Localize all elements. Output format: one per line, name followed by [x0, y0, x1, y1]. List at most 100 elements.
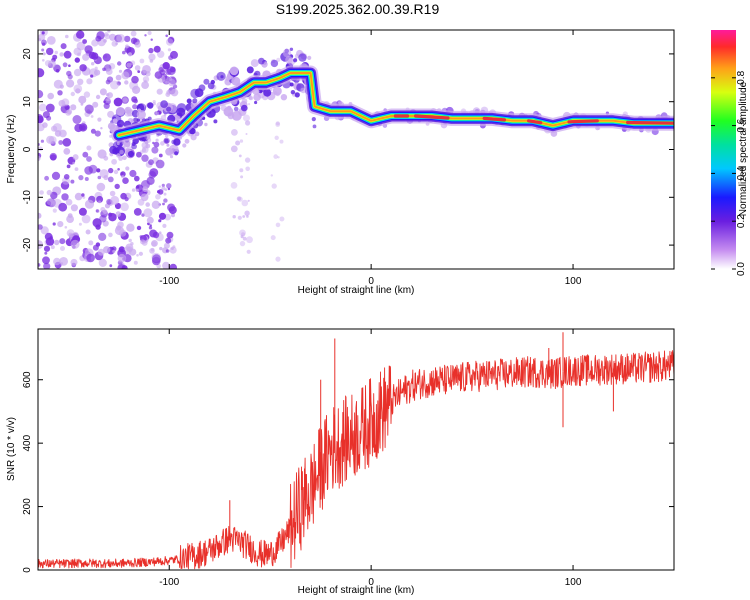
- noise-blob: [70, 179, 75, 184]
- noise-blob: [152, 254, 161, 264]
- ridge-halo-blob: [115, 107, 125, 116]
- noise-blob: [110, 80, 119, 90]
- noise-blob: [148, 47, 154, 54]
- noise-blob: [158, 212, 167, 220]
- noise-blob: [61, 193, 69, 201]
- noise-blob: [275, 256, 281, 262]
- noise-blob: [279, 216, 285, 222]
- noise-blob: [106, 96, 111, 102]
- ridge-halo-blob: [164, 138, 169, 143]
- noise-blob: [276, 57, 281, 62]
- noise-blob: [38, 146, 43, 152]
- noise-blob: [88, 240, 94, 246]
- noise-blob: [130, 60, 136, 66]
- noise-blob: [116, 34, 125, 43]
- noise-blob: [245, 120, 251, 126]
- ridge-halo-blob: [141, 118, 146, 122]
- noise-blob: [97, 117, 102, 122]
- noise-blob: [94, 69, 101, 76]
- spectrogram-x-axis-label: Height of straight line (km): [298, 285, 415, 296]
- noise-blob: [235, 140, 241, 146]
- noise-blob: [95, 209, 99, 213]
- noise-blob: [171, 247, 174, 251]
- noise-blob: [97, 149, 107, 159]
- noise-blob: [84, 104, 94, 114]
- noise-blob: [38, 103, 47, 112]
- noise-blob: [46, 115, 52, 121]
- noise-blob: [117, 61, 122, 66]
- noise-blob: [95, 94, 101, 100]
- spectrogram-y-axis-label: Frequency (Hz): [6, 115, 17, 184]
- noise-blob: [148, 53, 156, 61]
- noise-blob: [136, 225, 142, 231]
- noise-blob: [275, 121, 280, 126]
- colorbar-tick-label: 0.4: [736, 166, 747, 180]
- noise-blob: [90, 74, 94, 78]
- noise-blob: [142, 76, 150, 83]
- noise-blob: [166, 183, 172, 189]
- noise-blob: [150, 38, 153, 41]
- noise-blob: [149, 224, 152, 227]
- noise-blob: [70, 91, 76, 97]
- noise-blob: [63, 148, 71, 155]
- noise-blob: [248, 103, 251, 106]
- noise-blob: [142, 65, 151, 74]
- ridge-halo-blob: [294, 92, 300, 98]
- ridge-halo-blob: [147, 116, 152, 121]
- noise-blob: [168, 55, 174, 61]
- noise-blob: [52, 222, 56, 226]
- ridge-halo-blob: [160, 100, 169, 108]
- noise-blob: [50, 191, 58, 200]
- noise-blob: [136, 151, 142, 158]
- noise-blob: [38, 90, 44, 99]
- noise-blob: [74, 57, 81, 63]
- noise-blob: [59, 129, 67, 138]
- noise-blob: [161, 186, 166, 191]
- noise-blob: [157, 50, 165, 58]
- noise-blob: [158, 185, 161, 188]
- ridge-halo-blob: [298, 53, 307, 62]
- noise-blob: [39, 190, 44, 195]
- noise-blob: [42, 52, 46, 56]
- noise-blob: [158, 231, 162, 234]
- snr-y-ticks: 0 200 400 600: [22, 371, 674, 573]
- noise-blob: [54, 50, 58, 55]
- noise-blob: [239, 168, 244, 173]
- noise-blob: [102, 67, 106, 72]
- noise-blob: [163, 113, 167, 117]
- noise-blob: [114, 183, 120, 190]
- noise-blob: [120, 202, 129, 212]
- noise-blob: [133, 260, 138, 265]
- noise-blob: [54, 239, 60, 246]
- noise-blob: [84, 166, 93, 175]
- noise-blob: [103, 246, 111, 254]
- noise-blob: [96, 182, 106, 192]
- noise-blob: [66, 164, 71, 169]
- noise-blob: [42, 122, 48, 128]
- snr-x-ticks: -100 0 100: [159, 329, 582, 588]
- ridge-halo-blob: [226, 105, 232, 111]
- noise-blob: [45, 103, 55, 113]
- snr-panel: -100 0 100 0 200 400 600 Height of straight l…: [6, 328, 675, 596]
- ridge-halo-blob: [248, 95, 254, 101]
- noise-blob: [59, 84, 64, 89]
- ridge-halo-blob: [246, 66, 254, 74]
- snr-x-tick-label: -100: [159, 577, 179, 588]
- spectrogram-x-ticks: -100 0 100: [159, 30, 582, 287]
- noise-blob: [245, 166, 250, 172]
- noise-blob: [106, 68, 113, 75]
- noise-blob: [133, 208, 142, 216]
- spectrogram-y-tick-label: 20: [22, 48, 33, 60]
- page-title: S199.2025.362.00.39.R19: [275, 1, 440, 17]
- ridge-core: [482, 116, 506, 122]
- ridge-halo-blob: [207, 82, 215, 90]
- ridge-core: [526, 119, 543, 125]
- noise-blob: [46, 189, 52, 196]
- noise-blob: [86, 145, 92, 151]
- noise-blob: [70, 239, 80, 249]
- ridge-halo-blob: [137, 108, 142, 113]
- noise-blob: [112, 249, 116, 253]
- noise-blob: [98, 200, 101, 204]
- noise-blob: [98, 232, 107, 241]
- noise-blob: [165, 249, 170, 253]
